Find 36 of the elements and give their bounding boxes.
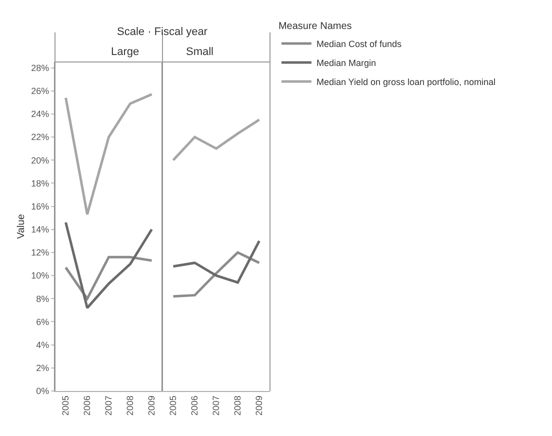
- x-tick-label: 2005: [60, 396, 71, 416]
- y-tick-label: 18%: [31, 178, 50, 188]
- y-tick-label: 2%: [36, 363, 50, 374]
- legend-label: Median Margin: [316, 58, 376, 68]
- y-tick-label: 0%: [36, 386, 50, 396]
- y-tick-label: 16%: [31, 201, 50, 212]
- y-tick-label: 28%: [31, 62, 50, 73]
- y-tick-label: 20%: [31, 155, 50, 166]
- y-tick-label: 12%: [31, 248, 50, 258]
- line-series: [64, 93, 153, 216]
- x-tick-label: 2006: [82, 396, 92, 416]
- y-tick-label: 10%: [31, 270, 50, 281]
- y-tick-label: 26%: [31, 86, 50, 96]
- text: Scale · Fiscal year: [117, 26, 208, 38]
- x-tick-label: 2008: [125, 396, 136, 416]
- chart-title: Large: [111, 46, 140, 58]
- legend-label: Median Cost of funds: [316, 38, 402, 49]
- x-tick-label: 2007: [104, 396, 114, 416]
- x-tick-label: 2005: [168, 396, 178, 416]
- x-tick-label: 2009: [254, 396, 264, 416]
- legend-label: Median Yield on gross loan portfolio, nominal: [316, 76, 496, 87]
- y-axis-title: Value: [16, 214, 28, 239]
- line-series: [64, 221, 153, 310]
- x-tick-label: 2009: [146, 396, 157, 416]
- y-tick-label: 8%: [36, 294, 50, 304]
- y-tick-label: 24%: [31, 109, 50, 120]
- y-tick-label: 22%: [31, 132, 50, 142]
- x-tick-label: 2006: [190, 396, 200, 416]
- x-tick-label: 2007: [211, 396, 222, 416]
- chart-title: Small: [186, 46, 214, 58]
- y-tick-label: 6%: [36, 316, 50, 327]
- line-series: [64, 256, 153, 300]
- legend-title: Measure Names: [278, 20, 352, 32]
- y-tick-label: 14%: [31, 224, 50, 235]
- x-tick-label: 2008: [232, 396, 243, 416]
- y-tick-label: 4%: [36, 340, 50, 350]
